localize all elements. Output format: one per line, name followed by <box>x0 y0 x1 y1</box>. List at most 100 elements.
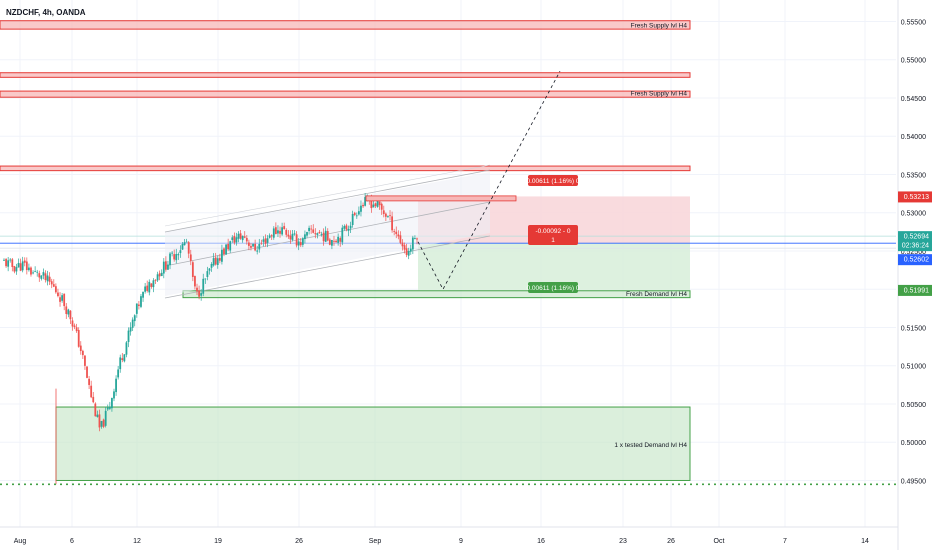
candle-down <box>374 203 377 207</box>
candle-up <box>117 369 120 378</box>
y-tick-label: 0.51000 <box>901 364 926 371</box>
candle-up <box>36 271 39 273</box>
y-tick-label: 0.53000 <box>901 211 926 218</box>
candle-up <box>160 272 163 277</box>
candle-down <box>333 240 335 242</box>
axis-target-label: 0.51991 <box>904 287 929 294</box>
y-tick-label: 0.53500 <box>901 172 926 179</box>
candle-up <box>96 414 99 418</box>
candle-down <box>86 366 88 378</box>
candle-down <box>187 242 190 254</box>
candle-down <box>88 378 90 385</box>
candle-down <box>44 273 47 281</box>
channel-lower-line <box>164 235 491 299</box>
candle-down <box>5 259 7 267</box>
candle-down <box>164 261 167 270</box>
candle-down <box>285 229 288 235</box>
candle-up <box>293 233 296 235</box>
y-tick-label: 0.52500 <box>901 249 926 256</box>
axis-target-label-box <box>898 284 932 296</box>
candle-down <box>57 292 59 297</box>
y-tick-label: 0.54000 <box>901 134 926 141</box>
candle-down <box>384 213 387 217</box>
candle-down <box>25 261 28 271</box>
x-tick-label: 19 <box>214 538 222 545</box>
candle-up <box>129 327 132 332</box>
candle-up <box>17 262 20 268</box>
candle-down <box>50 281 53 285</box>
candle-down <box>335 240 337 243</box>
stop-label-box <box>528 175 578 186</box>
candle-up <box>40 275 43 279</box>
candle-up <box>231 237 234 241</box>
candle-down <box>380 203 383 210</box>
candle-up <box>108 406 111 409</box>
candle-down <box>13 266 16 272</box>
candle-down <box>397 234 400 237</box>
supply-zone <box>0 165 691 172</box>
candle-down <box>19 263 22 271</box>
candle-up <box>372 204 375 208</box>
candle-up <box>127 330 130 343</box>
zone-label: Fresh Demand lvl H4 <box>626 291 687 298</box>
candle-up <box>235 237 238 243</box>
candle-up <box>324 230 327 242</box>
candle-up <box>156 274 159 281</box>
target-label-box <box>528 282 578 293</box>
candle-up <box>125 342 128 355</box>
stop-label: 0.00611 (1.16%) 0 <box>527 178 580 185</box>
candle-down <box>198 290 200 297</box>
candle-down <box>345 225 348 230</box>
candle-up <box>3 259 5 261</box>
candle-down <box>94 403 97 417</box>
candle-up <box>331 240 333 246</box>
candle-up <box>291 233 294 240</box>
candle-up <box>115 378 117 393</box>
candle-up <box>32 272 34 274</box>
candle-up <box>237 233 240 239</box>
candle-up <box>152 280 155 288</box>
candle-up <box>414 238 416 240</box>
candle-down <box>395 231 398 235</box>
candle-up <box>123 354 126 362</box>
candle-up <box>252 243 254 247</box>
candle-down <box>310 228 313 230</box>
candle-down <box>339 238 342 242</box>
candle-down <box>154 279 157 281</box>
candle-up <box>208 268 211 271</box>
candle-down <box>287 234 290 237</box>
candle-up <box>229 241 232 251</box>
candle-up <box>142 291 144 298</box>
recent-high-box <box>365 195 517 202</box>
y-tick-label: 0.55000 <box>901 58 926 65</box>
candle-up <box>304 234 306 240</box>
candle-up <box>409 248 412 252</box>
candle-up <box>349 225 352 229</box>
candle-up <box>185 241 188 243</box>
candle-down <box>312 229 315 233</box>
candle-up <box>258 243 261 250</box>
candle-down <box>239 233 242 239</box>
candle-down <box>84 355 86 366</box>
pnl-label-box <box>528 225 578 245</box>
candle-down <box>79 345 82 351</box>
candles-layer <box>3 192 418 485</box>
candle-down <box>391 216 393 231</box>
candle-up <box>216 258 219 265</box>
demand-zone <box>55 406 691 481</box>
candle-down <box>102 419 105 427</box>
candle-down <box>54 286 57 293</box>
candle-up <box>212 258 215 266</box>
candle-up <box>162 261 165 274</box>
axis-current-label-box <box>898 231 932 252</box>
candle-down <box>52 284 55 287</box>
candle-up <box>221 249 223 262</box>
candle-up <box>268 235 271 238</box>
candle-down <box>264 238 267 244</box>
candle-up <box>42 272 45 276</box>
candle-down <box>393 231 396 232</box>
candle-down <box>279 230 281 234</box>
